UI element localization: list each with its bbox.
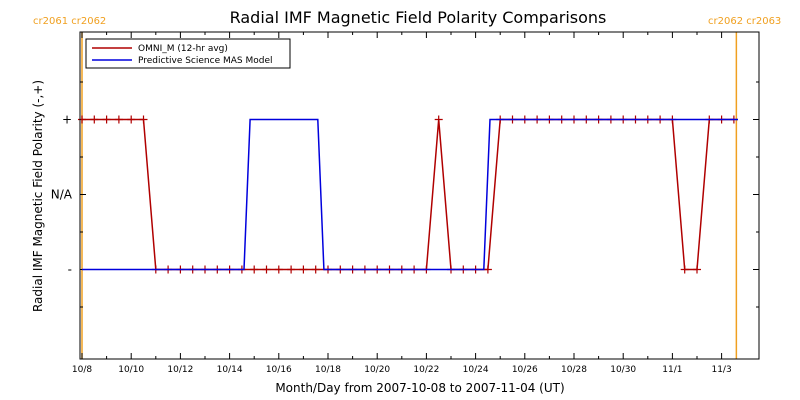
- omni-data-point: [102, 115, 111, 124]
- legend-label-model: Predictive Science MAS Model: [138, 56, 273, 66]
- x-axis-title: Month/Day from 2007-10-08 to 2007-11-04 …: [275, 381, 564, 395]
- x-tick-label: 10/10: [118, 365, 144, 375]
- omni-data-point: [127, 115, 136, 124]
- omni-data-point: [287, 265, 296, 274]
- omni-data-point: [311, 265, 320, 274]
- x-tick-label: 10/18: [315, 365, 341, 375]
- omni-data-point: [114, 115, 123, 124]
- x-tick-label: 10/12: [167, 365, 193, 375]
- omni-data-point: [262, 265, 271, 274]
- omni-data-point: [680, 265, 689, 274]
- y-tick-label: +: [62, 113, 72, 127]
- chart-title: Radial IMF Magnetic Field Polarity Compa…: [230, 8, 607, 27]
- x-tick-label: 10/20: [364, 365, 390, 375]
- x-tick-label: 10/14: [217, 365, 243, 375]
- x-tick-label: 10/16: [266, 365, 292, 375]
- legend: OMNI_M (12-hr avg) Predictive Science MA…: [85, 38, 291, 69]
- legend-label-omni: OMNI_M (12-hr avg): [138, 44, 228, 54]
- y-tick-label: -: [68, 263, 72, 277]
- x-tick-label: 11/1: [662, 365, 682, 375]
- y-tick-label: N/A: [51, 188, 73, 202]
- omni-data-point: [90, 115, 99, 124]
- plot-area: + N/A - 10/8 10/10 10/12 10/14 10/16 10/18 10/20 1…: [51, 32, 759, 375]
- omni-data-point: [139, 115, 148, 124]
- x-tick-label: 10/28: [561, 365, 587, 375]
- x-tick-label: 11/3: [711, 365, 731, 375]
- x-tick-label: 10/24: [463, 365, 489, 375]
- x-tick-label: 10/26: [512, 365, 538, 375]
- carrington-label-left: cr2061 cr2062: [33, 16, 106, 27]
- omni-data-point: [274, 265, 283, 274]
- omni-data-point: [693, 265, 701, 274]
- x-tick-label: 10/8: [72, 365, 92, 375]
- carrington-label-right: cr2062 cr2063: [708, 16, 781, 27]
- model-series-line: [82, 118, 738, 271]
- omni-data-point: [299, 265, 308, 274]
- x-tick-label: 10/30: [610, 365, 636, 375]
- omni-data-point: [250, 265, 259, 274]
- y-axis-title: Radial IMF Magnetic Field Polarity (-,+): [31, 80, 45, 312]
- omni-data-point: [434, 115, 443, 124]
- legend-box: [85, 38, 291, 69]
- omni-data-point: [78, 115, 86, 124]
- omni-data-point: [483, 265, 492, 274]
- plot-frame: [79, 31, 760, 360]
- x-tick-label: 10/22: [413, 365, 439, 375]
